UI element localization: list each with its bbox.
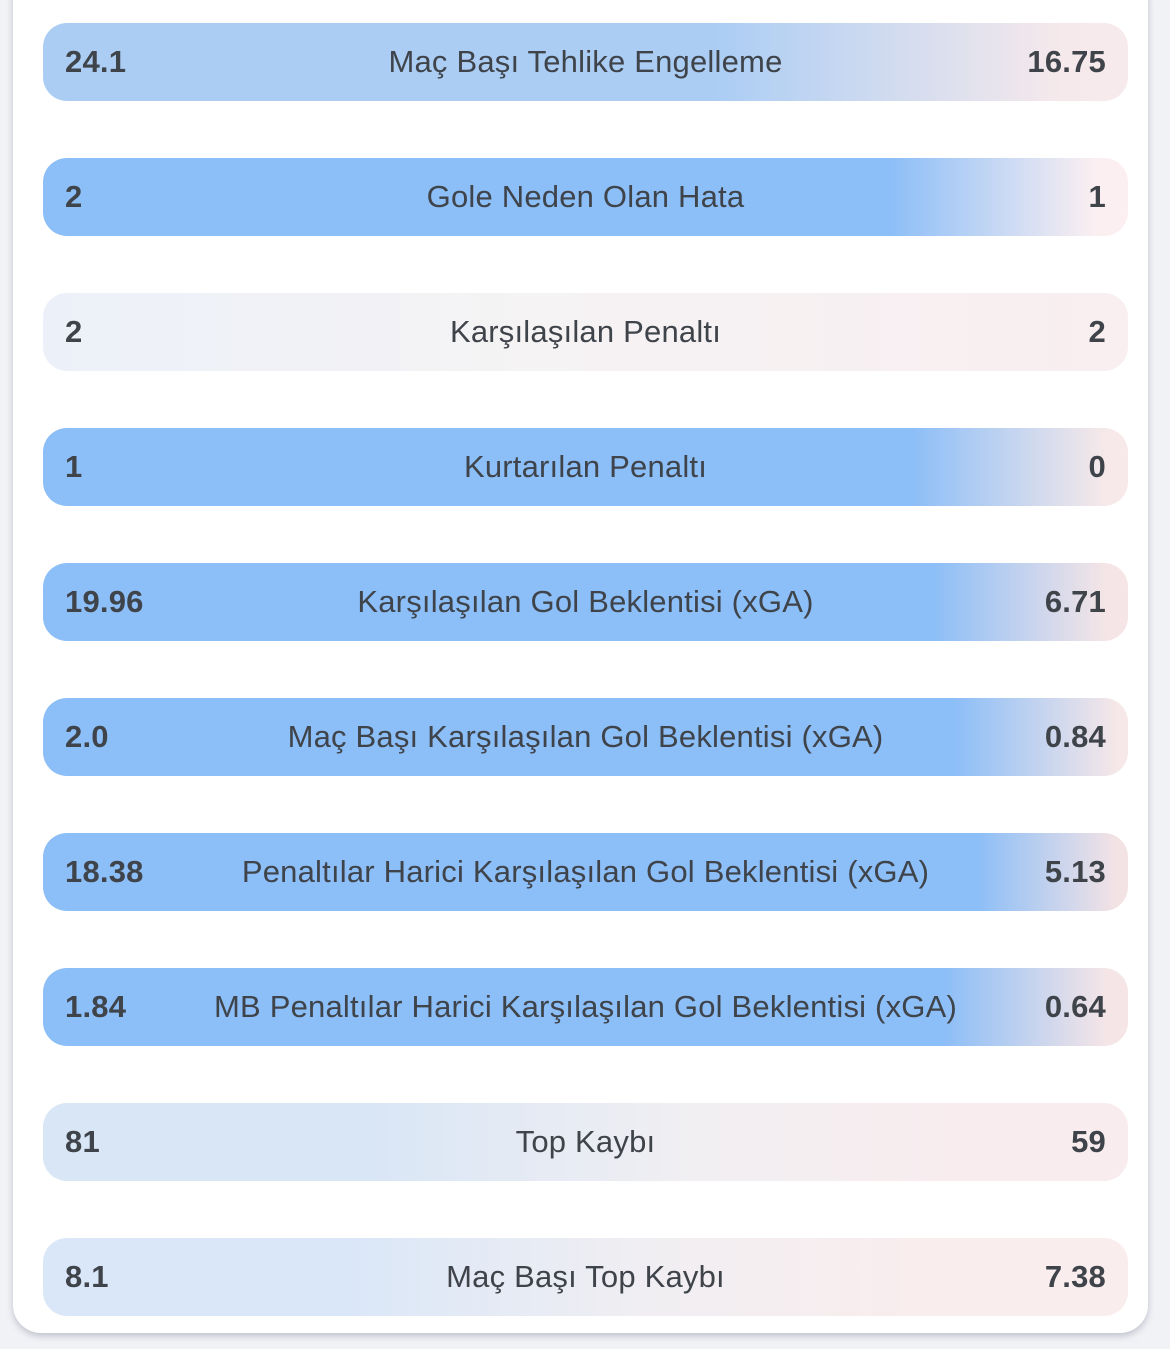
home-value: 1 [65, 449, 83, 484]
home-value: 8.1 [65, 1259, 109, 1294]
stat-row-mb-penaltilar-harici-xga: 1.84 MB Penaltılar Harici Karşılaşılan G… [43, 968, 1128, 1046]
home-value: 2 [65, 179, 83, 214]
home-value: 1.84 [65, 989, 127, 1024]
away-value: 0 [1088, 449, 1106, 484]
stat-label: Maç Başı Tehlike Engelleme [388, 44, 783, 79]
stat-label: Kurtarılan Penaltı [463, 449, 708, 484]
stat-row-karsilasilan-penalti: 2 Karşılaşılan Penaltı 2 [43, 293, 1128, 371]
home-value: 19.96 [65, 584, 144, 619]
away-value: 1 [1088, 179, 1106, 214]
stat-row-top-kaybi: 81 Top Kaybı 59 [43, 1103, 1128, 1181]
stat-row-kurtarilan-penalti: 1 Kurtarılan Penaltı 0 [43, 428, 1128, 506]
stat-row-mac-basi-top-kaybi: 8.1 Maç Başı Top Kaybı 7.38 [43, 1238, 1128, 1316]
away-value: 7.38 [1044, 1259, 1106, 1294]
stat-row-mac-basi-tehlike-engelleme: 24.1 Maç Başı Tehlike Engelleme 16.75 [43, 23, 1128, 101]
stat-row-gole-neden-olan-hata: 2 Gole Neden Olan Hata 1 [43, 158, 1128, 236]
away-value: 0.84 [1044, 719, 1106, 754]
away-value: 2 [1088, 314, 1106, 349]
away-value: 16.75 [1027, 44, 1106, 79]
home-value: 81 [65, 1124, 100, 1159]
stat-row-mac-basi-karsilasilan-gol-beklentisi: 2.0 Maç Başı Karşılaşılan Gol Beklentisi… [43, 698, 1128, 776]
stats-card: 24.1 Maç Başı Tehlike Engelleme 16.75 2 … [13, 0, 1148, 1333]
home-value: 18.38 [65, 854, 144, 889]
home-value: 2 [65, 314, 83, 349]
away-value: 6.71 [1044, 584, 1106, 619]
stat-row-penaltilar-harici-xga: 18.38 Penaltılar Harici Karşılaşılan Gol… [43, 833, 1128, 911]
stat-label: Top Kaybı [515, 1124, 656, 1159]
away-value: 59 [1071, 1124, 1106, 1159]
stat-label: Karşılaşılan Penaltı [449, 314, 722, 349]
stat-label: Gole Neden Olan Hata [426, 179, 745, 214]
stat-label: Karşılaşılan Gol Beklentisi (xGA) [357, 584, 814, 619]
stat-label: Penaltılar Harici Karşılaşılan Gol Bekle… [241, 854, 930, 889]
away-value: 0.64 [1044, 989, 1106, 1024]
home-value: 2.0 [65, 719, 109, 754]
stat-label: Maç Başı Top Kaybı [446, 1259, 725, 1294]
stat-row-karsilasilan-gol-beklentisi: 19.96 Karşılaşılan Gol Beklentisi (xGA) … [43, 563, 1128, 641]
home-value: 24.1 [65, 44, 127, 79]
away-value: 5.13 [1044, 854, 1106, 889]
stat-label: MB Penaltılar Harici Karşılaşılan Gol Be… [214, 989, 957, 1024]
stat-label: Maç Başı Karşılaşılan Gol Beklentisi (xG… [287, 719, 884, 754]
